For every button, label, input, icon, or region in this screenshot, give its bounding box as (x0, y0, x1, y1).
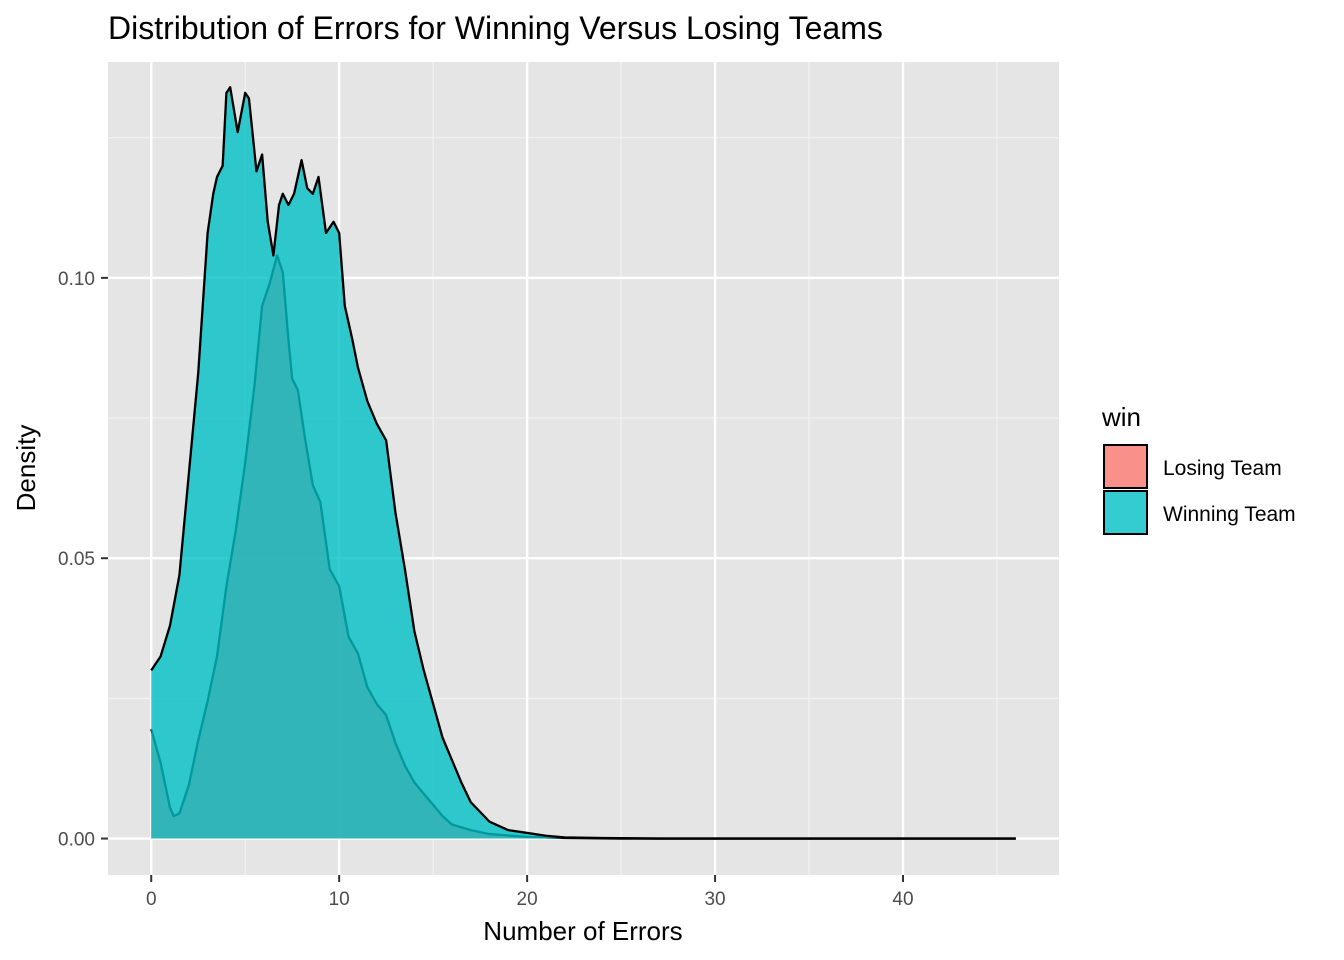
x-axis: 0 10 20 30 40 (146, 875, 914, 910)
legend-key-winning-team (1103, 490, 1148, 535)
y-tick-label: 0.05 (58, 549, 95, 570)
legend-label-winning-team: Winning Team (1163, 503, 1296, 526)
x-axis-title: Number of Errors (483, 916, 682, 946)
x-tick-label: 30 (704, 889, 725, 910)
density-area-winning-team (151, 87, 1016, 839)
density-areas (150, 86, 1016, 840)
chart-title: Distribution of Errors for Winning Versu… (108, 10, 883, 46)
y-tick-label: 0.10 (58, 269, 95, 290)
density-line-winning-team (150, 86, 1016, 840)
y-axis-title: Density (11, 425, 41, 512)
legend-title: win (1101, 402, 1141, 432)
x-tick-label: 40 (892, 889, 913, 910)
x-tick-label: 20 (517, 889, 538, 910)
y-tick-label: 0.00 (58, 830, 95, 851)
x-tick-label: 0 (146, 889, 157, 910)
y-axis: 0.00 0.05 0.10 (58, 269, 108, 851)
x-tick-label: 10 (329, 889, 350, 910)
legend: win Losing Team Winning Team (1101, 402, 1296, 535)
legend-key-losing-team (1103, 444, 1148, 489)
legend-label-losing-team: Losing Team (1163, 457, 1282, 480)
